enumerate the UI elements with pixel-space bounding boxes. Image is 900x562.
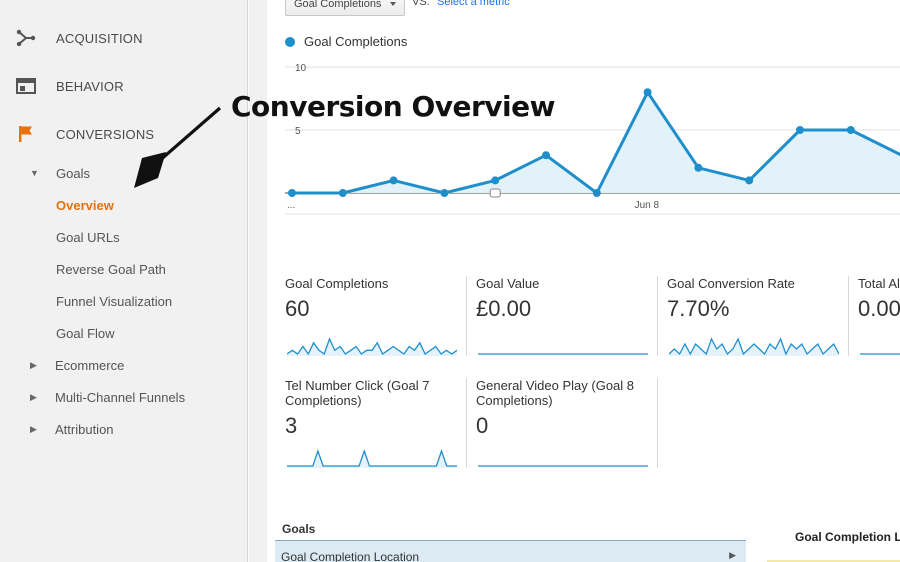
- nav-item-label: Goal URLs: [56, 229, 120, 245]
- sparkline-area: [669, 339, 839, 356]
- data-point: [643, 88, 652, 97]
- flag-icon: [15, 123, 37, 145]
- sparkline: [669, 337, 839, 356]
- nav-multi-channel-funnels[interactable]: ▶ Multi-Channel Funnels: [0, 383, 248, 411]
- nav-goals[interactable]: ▼ Goals: [0, 159, 248, 187]
- goal-completion-location-header: Goal Completion L: [767, 528, 900, 562]
- x-tick-label: ...: [287, 200, 295, 211]
- scorecard-title: Goal Value: [476, 276, 540, 291]
- nav-conversions[interactable]: CONVERSIONS: [0, 114, 248, 154]
- scorecard-value: 60: [285, 296, 310, 321]
- scorecard-goal-value[interactable]: Goal Value £0.00: [476, 276, 658, 356]
- sparkline: [478, 465, 648, 467]
- scorecard-title: General Video Play (Goal 8 Completions): [476, 378, 635, 408]
- nav-goal-flow[interactable]: Goal Flow: [0, 319, 248, 347]
- goal-completion-location-row[interactable]: Goal Completion Location ▶: [275, 540, 746, 562]
- sparkline-area: [287, 339, 457, 356]
- scorecard-value: £0.00: [476, 296, 532, 321]
- nav-attribution[interactable]: ▶ Attribution: [0, 415, 248, 443]
- sparkline-line: [669, 337, 839, 356]
- nav-reverse-goal-path[interactable]: Reverse Goal Path: [0, 255, 248, 283]
- y-tick-label: 10: [295, 63, 307, 74]
- sparkline: [287, 337, 457, 356]
- nav-item-label: Reverse Goal Path: [56, 261, 166, 277]
- annotation-title: Conversion Overview: [231, 90, 556, 123]
- data-point: [338, 189, 347, 197]
- data-point: [745, 176, 754, 185]
- scorecard-value: 3: [285, 413, 298, 438]
- chevron-down-icon: [390, 2, 396, 6]
- caret-right-icon: ▶: [30, 391, 37, 402]
- select-metric-link[interactable]: Select a metric: [437, 0, 510, 8]
- nav-behavior-label: BEHAVIOR: [56, 78, 124, 94]
- behavior-icon: [15, 75, 37, 97]
- caret-down-icon: ▼: [30, 168, 39, 178]
- x-tick-label: Jun 8: [635, 200, 660, 211]
- nav-acquisition[interactable]: ACQUISITION: [0, 18, 248, 58]
- scorecard-goal-conversion-rate[interactable]: Goal Conversion Rate 7.70%: [667, 276, 849, 356]
- sparkline: [478, 353, 648, 355]
- data-point: [542, 151, 550, 160]
- goal-completions-chart: 10 5... Jun 8: [285, 63, 900, 215]
- data-point: [694, 163, 703, 172]
- data-point: [288, 189, 296, 197]
- annotation-arrow-icon: [134, 106, 222, 188]
- goals-table-header: Goals: [282, 522, 316, 536]
- scorecard-tel-number-click[interactable]: Tel Number Click (Goal 7 Completions) 3: [285, 378, 467, 468]
- vs-label: VS.: [412, 0, 430, 8]
- nav-behavior[interactable]: BEHAVIOR: [0, 66, 248, 106]
- data-point: [796, 126, 804, 134]
- nav-item-label: Overview: [56, 197, 114, 213]
- nav-goals-label: Goals: [56, 165, 90, 181]
- scorecard-title: Total Al: [858, 276, 900, 291]
- series-area: [292, 92, 900, 193]
- sparkline-line: [287, 448, 457, 467]
- legend-dot-icon: [285, 36, 295, 47]
- nav-item-label: Goal Flow: [56, 325, 115, 341]
- nav-item-label: Funnel Visualization: [56, 293, 173, 309]
- scorecard-value: 0.00: [858, 296, 900, 321]
- data-point: [440, 189, 449, 197]
- sparkline: [860, 353, 900, 355]
- nav-funnel-visualization[interactable]: Funnel Visualization: [0, 287, 248, 315]
- sparkline-line: [287, 337, 457, 356]
- scorecard-title: Tel Number Click (Goal 7 Completions): [285, 378, 430, 408]
- nav-goal-urls[interactable]: Goal URLs: [0, 223, 248, 251]
- data-point: [592, 189, 601, 197]
- left-sidebar: ACQUISITION BEHAVIOR CONVERSIONS ▼ Goals…: [0, 0, 248, 562]
- scorecard-total-abandonment[interactable]: Total Al 0.00: [858, 276, 900, 356]
- scorecard-value: 0: [476, 413, 489, 438]
- data-point: [389, 176, 398, 185]
- nav-conversions-label: CONVERSIONS: [56, 126, 155, 142]
- acquisition-icon: [15, 27, 37, 49]
- nav-item-label: Attribution: [55, 421, 114, 437]
- annotation-marker-icon: [489, 188, 501, 198]
- chevron-right-icon: ▶: [729, 550, 736, 560]
- nav-ecommerce[interactable]: ▶ Ecommerce: [0, 351, 248, 379]
- nav-item-label: Ecommerce: [55, 357, 125, 373]
- scorecard-value: 7.70%: [667, 296, 730, 321]
- sparkline: [287, 448, 457, 468]
- nav-acquisition-label: ACQUISITION: [56, 30, 143, 46]
- nav-item-label: Multi-Channel Funnels: [55, 389, 186, 405]
- chart-legend[interactable]: Goal Completions: [285, 34, 407, 49]
- metric-select[interactable]: Goal Completions: [285, 0, 405, 16]
- metric-select-value: Goal Completions: [294, 0, 382, 10]
- content-gutter: [249, 0, 267, 562]
- scorecard-title: Goal Completions: [285, 276, 389, 291]
- scorecard-goal-completions[interactable]: Goal Completions 60: [285, 276, 467, 356]
- legend-label: Goal Completions: [304, 34, 408, 49]
- caret-right-icon: ▶: [30, 423, 37, 434]
- scorecard-general-video-play[interactable]: General Video Play (Goal 8 Completions) …: [476, 378, 658, 468]
- data-point: [491, 176, 500, 185]
- scorecard-title: Goal Conversion Rate: [667, 276, 795, 291]
- caret-right-icon: ▶: [30, 359, 37, 370]
- y-tick-label: 5: [295, 126, 301, 137]
- row-label: Goal Completion Location: [281, 550, 420, 562]
- nav-goals-overview[interactable]: Overview: [0, 191, 248, 219]
- data-point: [846, 126, 855, 134]
